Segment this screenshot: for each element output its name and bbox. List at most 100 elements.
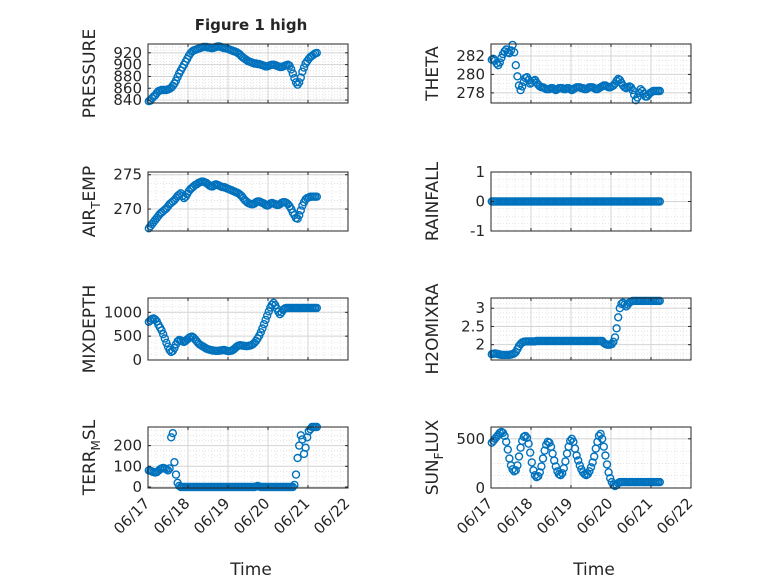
data-point (601, 451, 610, 460)
data-point (160, 334, 170, 343)
data-point (291, 470, 301, 479)
data-point (574, 456, 583, 465)
data-point (609, 337, 618, 346)
y-tick-label: 280 (456, 65, 485, 83)
data-point (171, 470, 181, 479)
data-point (537, 462, 546, 471)
y-tick-label: 840 (113, 91, 142, 109)
x-tick-label: 06/19 (190, 494, 233, 537)
data-point (545, 438, 554, 447)
data-point (607, 339, 616, 349)
x-tick-label: 06/22 (653, 494, 696, 537)
subplot-3: 270 275 AIRTEMP (80, 166, 349, 237)
axes-box (147, 171, 349, 232)
data-point (170, 458, 179, 467)
data-point (312, 48, 321, 58)
data-point (604, 468, 613, 477)
data-point (511, 60, 520, 70)
data-point (527, 458, 536, 467)
x-tick-label: 06/21 (270, 494, 313, 537)
data-point (585, 467, 594, 476)
data-point (612, 324, 621, 333)
data-point (296, 206, 305, 215)
x-tick-label: 06/18 (150, 494, 193, 537)
y-tick-label: 0 (132, 351, 142, 369)
data-point (168, 429, 178, 438)
data-point (655, 477, 664, 487)
axes-box (147, 43, 349, 104)
y-axis-label: H2OMIXRA (423, 283, 443, 374)
data-point (558, 469, 567, 478)
y-tick-label: 920 (113, 44, 142, 62)
y-axis-label: PRESSURE (80, 29, 100, 118)
data-point (165, 464, 174, 473)
data-point (551, 462, 560, 471)
data-point (312, 303, 321, 313)
x-axis-label-left: Time (229, 560, 272, 580)
data-point (655, 86, 664, 96)
y-axis-label-suffix: LUX (423, 419, 443, 452)
y-axis-label: AIRTEMP (80, 166, 103, 237)
data-point (538, 454, 548, 463)
y-tick-label: 270 (113, 200, 142, 218)
y-tick-label: 1 (475, 163, 485, 181)
data-point (170, 343, 179, 353)
y-axis-label: SUNFLUX (423, 419, 446, 495)
axes-box (147, 297, 349, 361)
data-point (586, 463, 596, 472)
y-tick-label: 200 (113, 437, 142, 455)
y-axis-label-subscript: F (432, 452, 446, 459)
y-axis-label-main: H2OMIXRA (423, 283, 443, 374)
y-tick-label: 3 (475, 299, 485, 317)
data-point (495, 58, 504, 67)
y-axis-label-main: AIR (80, 209, 100, 238)
y-tick-label: 880 (113, 67, 142, 85)
data-point (288, 482, 297, 492)
y-tick-label: 500 (113, 327, 142, 345)
figure-title: Figure 1 high (195, 16, 308, 34)
data-point (655, 296, 664, 306)
y-axis-label: THETA (423, 46, 443, 102)
data-point (510, 48, 519, 57)
x-axis-label-right: Time (572, 560, 615, 580)
axes-box (147, 426, 349, 489)
data-point (178, 191, 187, 201)
data-point (590, 452, 599, 461)
y-axis-label-subscript: T (89, 201, 103, 210)
y-axis-label-main: MIXDEPTH (80, 285, 100, 374)
data-point (163, 466, 173, 475)
data-point (540, 446, 549, 455)
y-tick-label: 282 (456, 47, 485, 65)
y-tick-label: 275 (113, 166, 142, 184)
data-point (288, 69, 297, 78)
y-tick-label: 100 (113, 457, 142, 475)
x-tick-label: 06/19 (533, 494, 576, 537)
data-point (535, 468, 544, 477)
data-point (264, 307, 273, 316)
y-tick-label: 0 (132, 478, 142, 496)
data-point (602, 460, 612, 469)
data-point (502, 437, 511, 446)
data-point (295, 78, 304, 87)
y-axis-label-subscript: M (89, 440, 103, 450)
data-point (296, 73, 305, 82)
data-point (295, 210, 304, 220)
data-point (588, 458, 597, 467)
y-tick-label: 900 (113, 56, 142, 74)
x-tick-label: 06/18 (493, 494, 536, 537)
y-tick-label: 278 (456, 84, 485, 102)
data-point (258, 324, 267, 333)
data-point (534, 472, 543, 481)
subplot-6: 22.53 H2OMIXRA (423, 283, 692, 375)
y-axis-label: TERRMSL (80, 419, 103, 496)
data-point (508, 40, 517, 50)
x-tick-label: 06/17 (453, 494, 496, 537)
data-point (299, 63, 309, 72)
data-point (256, 328, 265, 337)
